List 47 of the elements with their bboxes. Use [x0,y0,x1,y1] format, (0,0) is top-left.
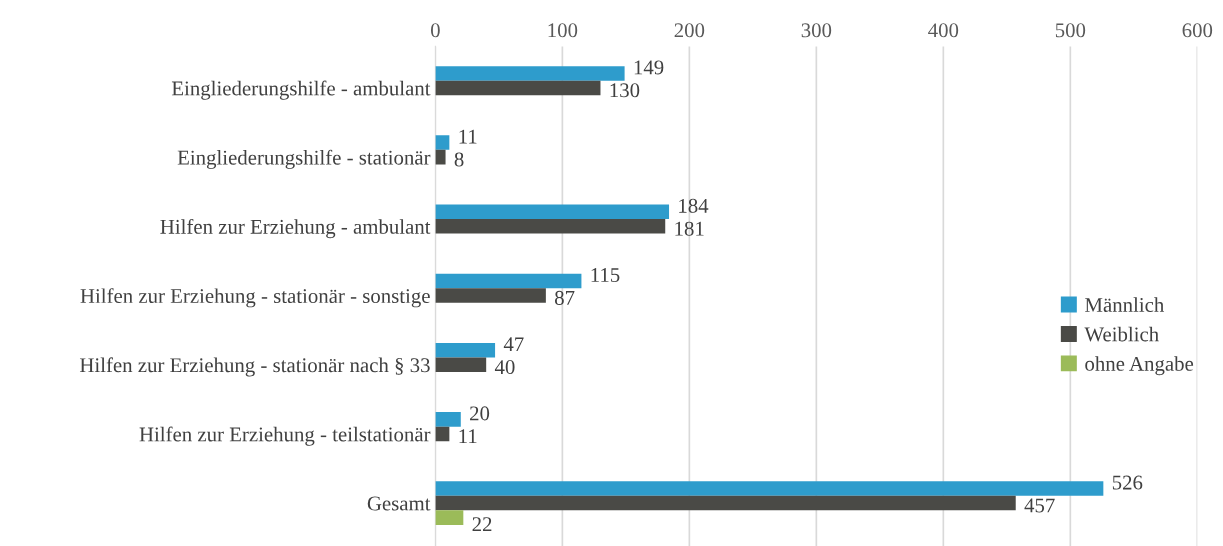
bar [435,495,1016,511]
y-tick-label: Gesamt [367,496,431,511]
data-label: 11 [459,129,477,144]
data-label: 22 [472,517,492,531]
x-tick-label: 600 [1182,23,1213,38]
data-label: 181 [675,221,704,236]
data-label: 184 [679,198,709,213]
x-tick-label: 100 [548,23,578,38]
y-tick-label: Eingliederungshilfe - stationär [177,149,431,169]
bar [435,204,670,220]
data-label: 457 [1024,498,1055,513]
bar [435,357,487,372]
bar [435,149,446,165]
bar [435,412,461,427]
bar [435,273,582,289]
bar [435,426,450,442]
data-label: 20 [470,406,490,421]
bar [435,219,666,234]
x-tick-label: 400 [928,23,959,38]
y-tick-label: Hilfen zur Erziehung - ambulant [160,218,431,239]
legend-label: ohne Angabe [1085,356,1194,376]
data-label: 87 [555,290,575,305]
data-label: 115 [591,268,620,283]
y-tick-label: Hilfen zur Erziehung - stationär nach § 33 [79,357,430,377]
data-label: 149 [634,60,664,75]
data-label: 8 [454,152,464,167]
data-label: 40 [494,360,515,375]
data-label: 47 [503,337,524,352]
legend-label: Männlich [1085,297,1165,312]
x-tick-label: 200 [674,23,705,38]
bar [435,80,601,96]
bar [435,135,450,150]
bar [435,66,625,81]
y-tick-label: Eingliederungshilfe - ambulant [171,80,431,100]
x-tick-label: 500 [1055,23,1086,38]
bar [435,510,464,525]
bar [435,342,496,358]
legend-label: Weiblich [1084,326,1159,342]
y-tick-label: Hilfen zur Erziehung - stationär - sonstige [80,288,430,308]
x-tick-label: 0 [430,23,440,38]
bar [435,288,546,303]
x-tick-label: 300 [801,23,832,38]
data-label: 130 [610,83,640,98]
data-label: 11 [459,429,477,444]
bar [435,481,1104,496]
y-tick-label: Hilfen zur Erziehung - teilstationär [139,426,431,446]
data-label: 526 [1112,475,1143,490]
